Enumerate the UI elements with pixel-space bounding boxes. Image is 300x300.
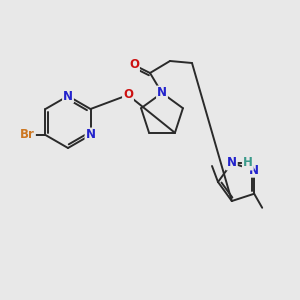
Text: Br: Br: [20, 128, 35, 142]
Text: N: N: [249, 164, 259, 177]
Text: N: N: [85, 128, 95, 142]
Text: N: N: [227, 157, 237, 169]
Text: N: N: [63, 89, 73, 103]
Text: H: H: [243, 157, 253, 169]
Text: N: N: [157, 86, 167, 100]
Text: O: O: [129, 58, 139, 71]
Text: O: O: [123, 88, 133, 101]
